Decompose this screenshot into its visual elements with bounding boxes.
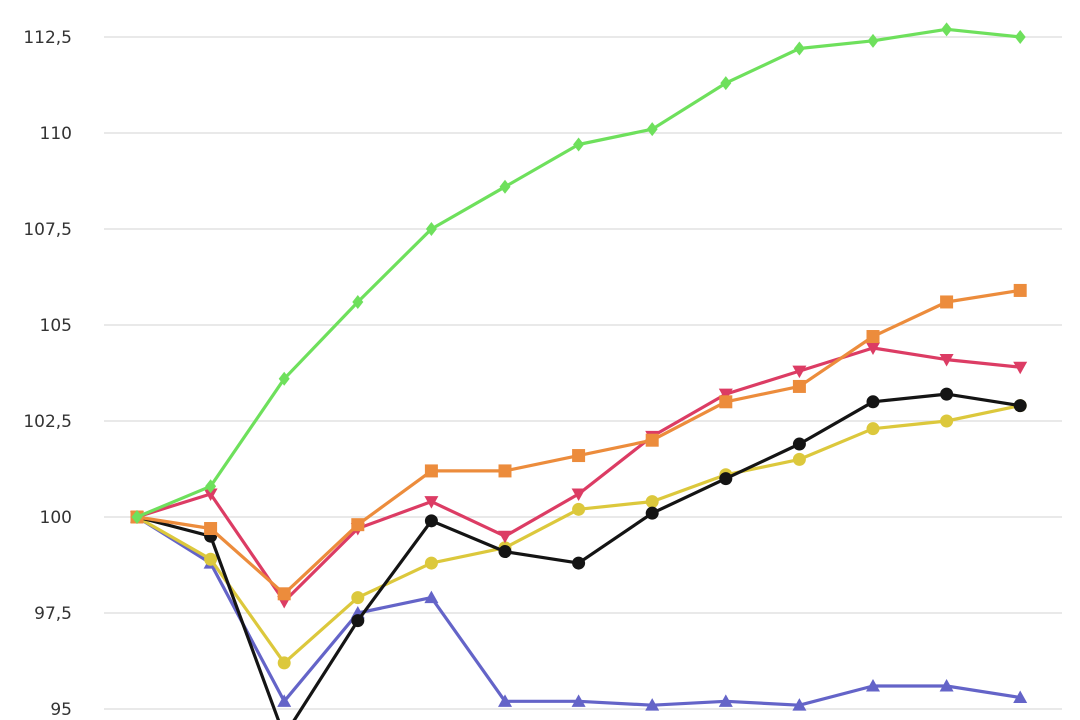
data-point: [866, 330, 880, 344]
data-point: [424, 496, 439, 509]
data-point: [940, 414, 954, 428]
data-point: [941, 22, 953, 37]
series-1: [130, 283, 1027, 601]
y-tick-label: 102,5: [23, 412, 72, 432]
data-point: [940, 295, 954, 309]
y-axis-tick-labels: 95 97,5 100 102,5 105 107,5 110 112,5: [23, 28, 72, 720]
data-point: [131, 510, 143, 524]
y-tick-label: 100: [40, 508, 72, 528]
data-point: [498, 530, 512, 544]
series-line-1: [135, 288, 1022, 596]
data-point: [718, 388, 733, 402]
data-point: [866, 342, 880, 356]
data-point: [939, 354, 954, 367]
data-point: [571, 488, 586, 501]
data-point: [573, 137, 585, 152]
data-point: [718, 694, 733, 707]
data-point: [792, 452, 806, 466]
y-tick-label: 105: [40, 316, 72, 336]
y-tick-label: 97,5: [34, 604, 72, 624]
data-point: [1013, 283, 1027, 297]
y-tick-label: 95: [50, 700, 72, 720]
data-point: [424, 514, 438, 528]
data-point: [645, 433, 659, 447]
grid: [104, 36, 1062, 710]
data-point: [572, 449, 586, 463]
data-point: [498, 545, 512, 559]
series-3: [130, 387, 1027, 720]
y-tick-label: 110: [40, 124, 72, 144]
data-point: [204, 522, 218, 536]
data-point: [1013, 399, 1027, 413]
data-point: [866, 395, 880, 409]
series-lines: [130, 22, 1028, 720]
data-point: [792, 437, 806, 451]
series-line-5: [135, 515, 1022, 707]
data-point: [571, 694, 586, 707]
data-point: [277, 694, 292, 707]
data-point: [1013, 690, 1028, 703]
data-point: [277, 656, 291, 670]
data-point: [204, 552, 218, 566]
y-tick-label: 112,5: [23, 28, 72, 48]
data-point: [867, 33, 879, 48]
data-point: [424, 464, 438, 478]
data-point: [645, 495, 659, 509]
data-point: [352, 294, 364, 309]
data-point: [645, 506, 659, 520]
y-tick-label: 107,5: [23, 220, 72, 240]
data-point: [203, 488, 218, 501]
data-point: [424, 556, 438, 570]
data-point: [646, 122, 658, 137]
data-point: [572, 502, 586, 516]
data-point: [866, 678, 880, 692]
data-point: [572, 556, 586, 570]
data-point: [205, 479, 217, 494]
data-point: [645, 698, 660, 711]
series-4: [130, 399, 1027, 670]
data-point: [278, 371, 290, 386]
data-point: [351, 518, 365, 532]
data-point: [719, 395, 733, 409]
series-line-0: [135, 27, 1022, 519]
data-point: [792, 379, 806, 393]
data-point: [424, 590, 439, 604]
data-point: [793, 41, 805, 56]
data-point: [1014, 30, 1026, 44]
data-point: [277, 587, 291, 601]
series-0: [131, 22, 1026, 524]
series-line-4: [135, 404, 1022, 665]
data-point: [939, 678, 954, 692]
data-point: [720, 76, 732, 91]
data-point: [792, 698, 807, 711]
data-point: [351, 614, 365, 628]
data-point: [498, 464, 512, 478]
data-point: [498, 694, 512, 707]
data-point: [499, 179, 511, 194]
data-point: [940, 387, 954, 401]
data-point: [792, 365, 807, 379]
data-point: [719, 472, 733, 486]
data-point: [351, 591, 365, 605]
data-point: [1013, 361, 1028, 375]
data-point: [866, 422, 880, 436]
data-point: [425, 222, 437, 236]
